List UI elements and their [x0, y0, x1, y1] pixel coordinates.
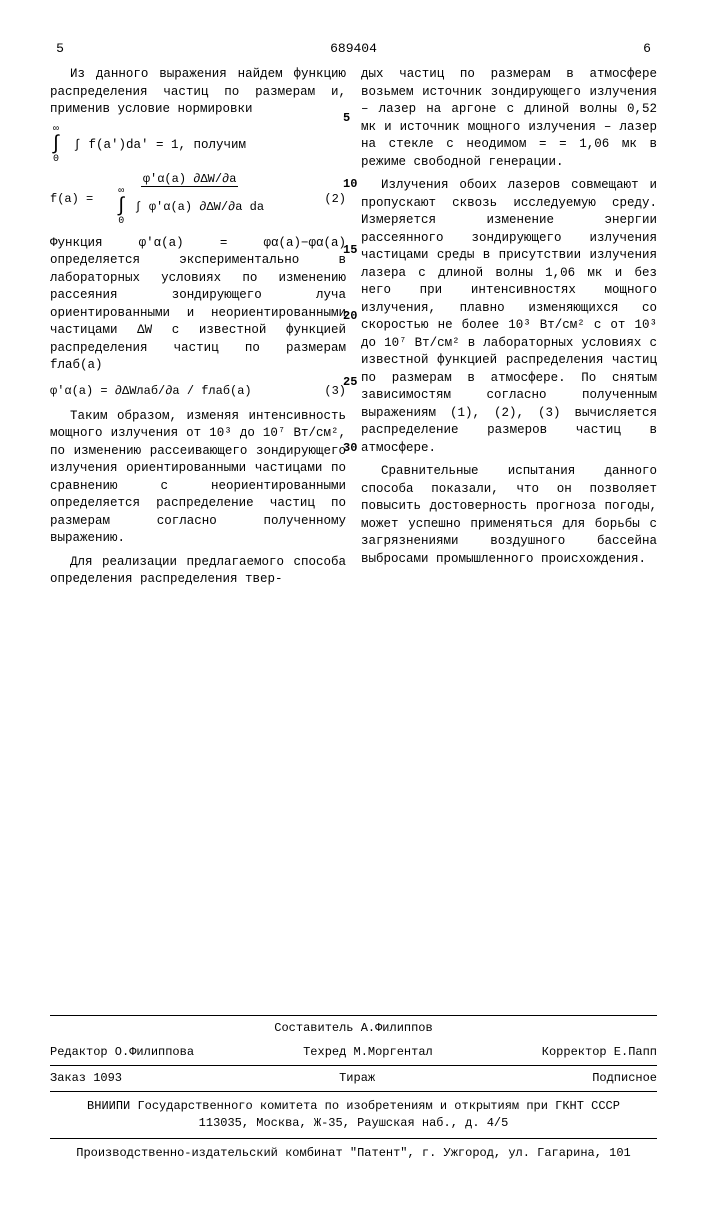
- formula-2-fraction: φ′α(a) ∂ΔW/∂a ∞ ∫ 0 ∫ φ′α(a) ∂ΔW/∂a da: [113, 173, 266, 227]
- line-mark-25: 25: [343, 374, 357, 391]
- right-p3: Сравнительные испытания данного способа …: [361, 463, 657, 568]
- order-number: Заказ 1093: [50, 1070, 122, 1087]
- footer: Составитель А.Филиппов Редактор О.Филипп…: [50, 1015, 657, 1168]
- printer-line: Производственно-издательский комбинат "П…: [50, 1139, 657, 1168]
- institute-line-2: 113035, Москва, Ж-35, Раушская наб., д. …: [50, 1115, 657, 1132]
- right-column: 5 10 15 20 25 30 дых частиц по размерам …: [361, 66, 657, 594]
- compiler: Составитель А.Филиппов: [274, 1020, 432, 1037]
- formula-2-number: (2): [324, 191, 346, 208]
- formula-3: φ′α(a) = ∂ΔWлаб/∂a / fлаб(a) (3): [50, 383, 346, 400]
- editor: Редактор О.Филиппова: [50, 1044, 194, 1061]
- sign: Подписное: [592, 1070, 657, 1087]
- left-p3: Таким образом, изменяя интенсивность мощ…: [50, 408, 346, 548]
- tirazh: Тираж: [339, 1070, 375, 1087]
- normalization-formula: ∞ ∫ 0 ∫ f(a′)da′ = 1, получим: [50, 125, 346, 165]
- left-p2: Функция φ′α(a) = φα(a)−φα(a) определяетс…: [50, 235, 346, 375]
- institute-block: ВНИИПИ Государственного комитета по изоб…: [50, 1092, 657, 1139]
- page-header: 5 689404 6: [50, 40, 657, 58]
- line-mark-30: 30: [343, 440, 357, 457]
- right-p2: Излучения обоих лазеров совмещают и проп…: [361, 177, 657, 457]
- page-num-right: 6: [637, 40, 657, 58]
- left-p1: Из данного выражения найдем функцию расп…: [50, 66, 346, 119]
- line-mark-5: 5: [343, 110, 350, 127]
- line-mark-20: 20: [343, 308, 357, 325]
- body-columns: Из данного выражения найдем функцию расп…: [50, 66, 657, 594]
- right-p1: дых частиц по размерам в атмосфере возьм…: [361, 66, 657, 171]
- integral-symbol: ∞ ∫ 0: [50, 125, 62, 165]
- left-column: Из данного выражения найдем функцию расп…: [50, 66, 346, 594]
- order-line: Заказ 1093 Тираж Подписное: [50, 1066, 657, 1092]
- tech-editor: Техред М.Моргентал: [303, 1044, 433, 1061]
- left-p4: Для реализации предлагаемого способа опр…: [50, 554, 346, 589]
- line-mark-15: 15: [343, 242, 357, 259]
- doc-number: 689404: [70, 40, 637, 58]
- credits-row-2: Редактор О.Филиппова Техред М.Моргентал …: [50, 1040, 657, 1066]
- line-mark-10: 10: [343, 176, 357, 193]
- formula-2: f(a) = φ′α(a) ∂ΔW/∂a ∞ ∫ 0 ∫ φ′α(a) ∂ΔW/…: [50, 173, 346, 227]
- page-num-left: 5: [50, 40, 70, 58]
- credits-row-1: Составитель А.Филиппов: [50, 1015, 657, 1041]
- institute-line-1: ВНИИПИ Государственного комитета по изоб…: [50, 1098, 657, 1115]
- corrector: Корректор Е.Папп: [542, 1044, 657, 1061]
